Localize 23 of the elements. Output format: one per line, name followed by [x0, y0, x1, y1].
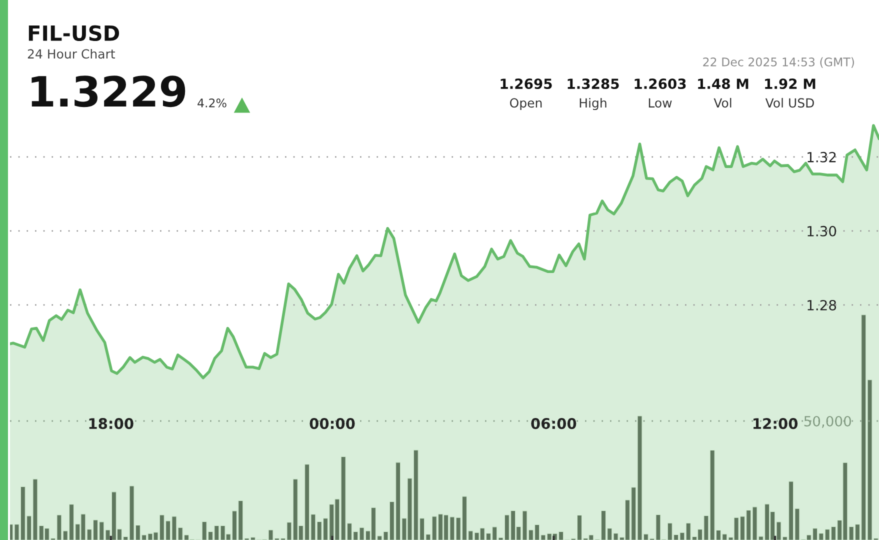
annotation: 1.2603	[634, 78, 686, 90]
x-tick-label: 06:00	[531, 418, 576, 430]
y2-tick-label: 50,000	[804, 416, 851, 428]
annotation: 4.2%	[198, 98, 226, 108]
annotation: Low	[648, 98, 672, 108]
y-tick-label: 1.32	[808, 152, 836, 162]
annotation: 1.3229	[32, 76, 186, 108]
annotation: Open	[510, 98, 542, 110]
text: 24 Hour Chart	[28, 48, 116, 59]
annotation: 1.2695	[500, 78, 552, 90]
y-tick-label: 1.28	[808, 300, 836, 310]
x-tick-label: 00:00	[310, 418, 355, 430]
annotation: 22 Dec 2025 14:53 (GMT)	[703, 57, 854, 68]
x-tick-label: 12:00	[754, 418, 798, 430]
annotation: 1.48 M	[698, 78, 748, 90]
annotation: 1.3285	[568, 78, 619, 90]
text: FIL-USD	[28, 25, 120, 42]
x-tick-label: 18:00	[89, 418, 134, 430]
annotation: Vol USD	[765, 98, 814, 108]
y-tick-label: 1.30	[808, 226, 836, 236]
annotation: High	[580, 98, 606, 110]
annotation: Vol	[714, 98, 732, 108]
annotation: 1.92 M	[765, 78, 816, 90]
